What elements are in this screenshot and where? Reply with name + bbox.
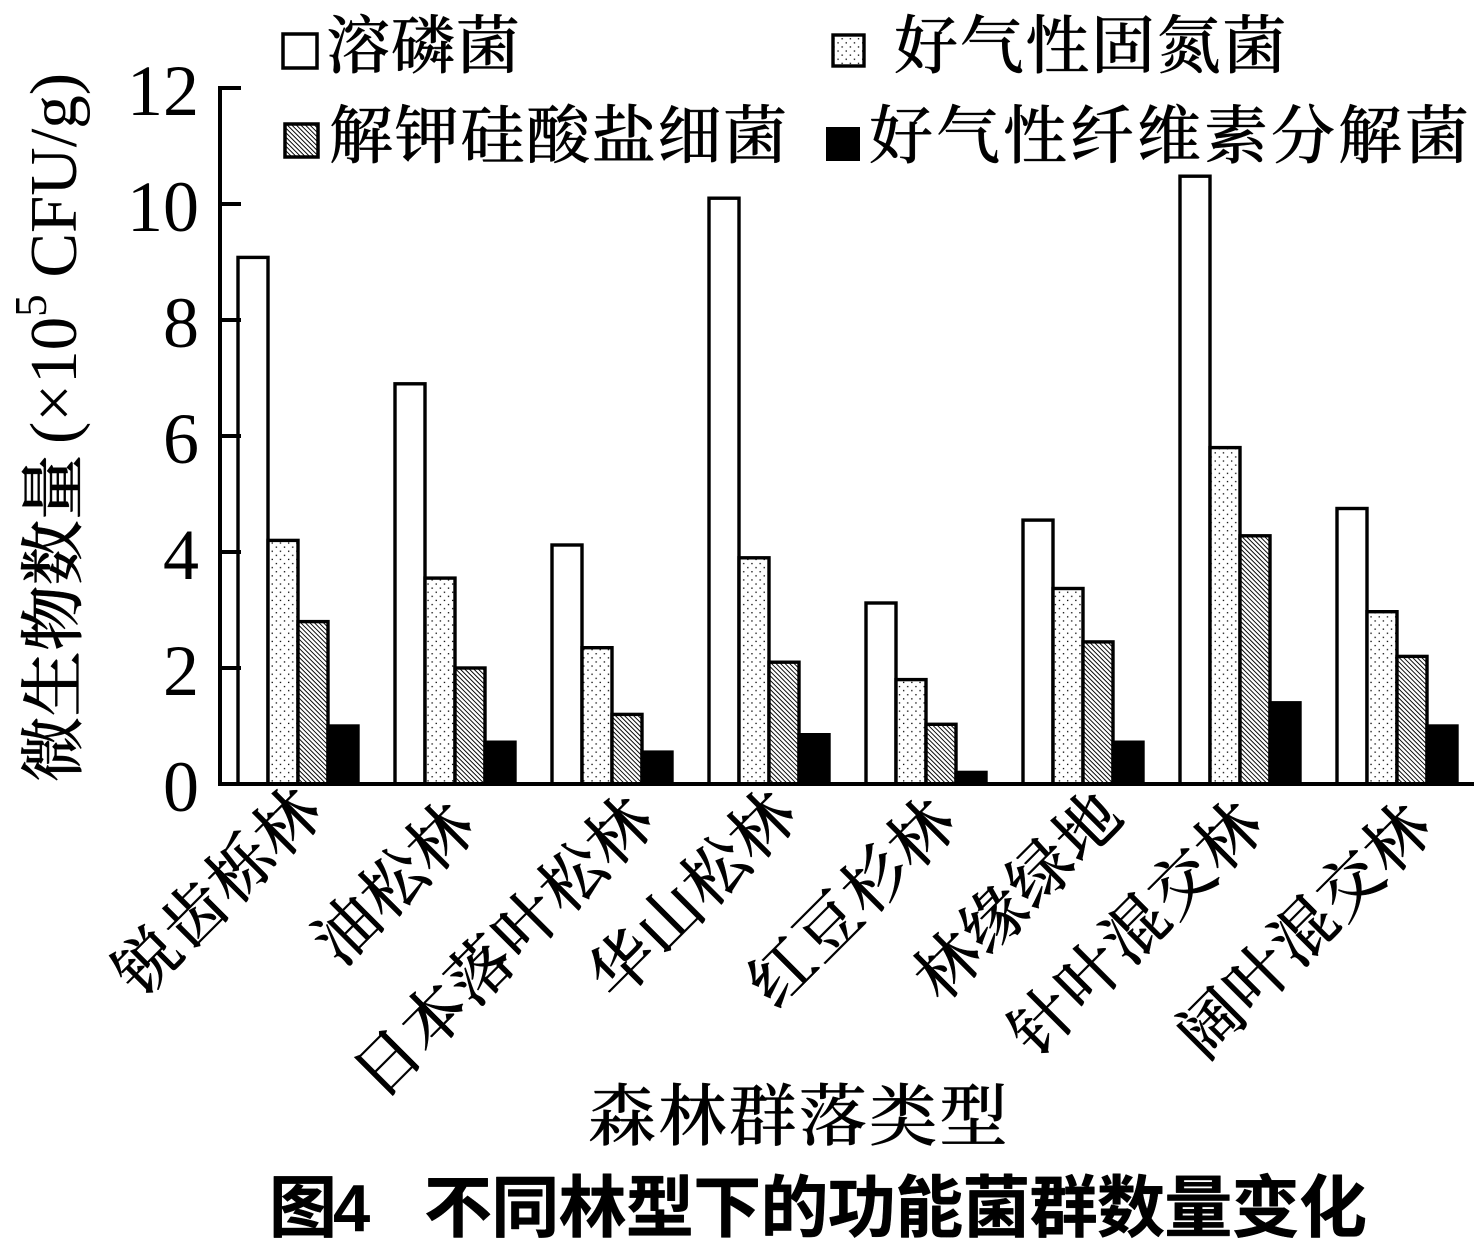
svg-text:2: 2 [163,631,199,711]
svg-text:10: 10 [127,167,199,247]
svg-text:6: 6 [163,399,199,479]
svg-text:12: 12 [127,51,199,131]
svg-text:4: 4 [163,515,199,595]
svg-text:4: 4 [333,1172,370,1247]
svg-text:0: 0 [163,747,199,827]
svg-text:8: 8 [163,283,199,363]
svg-text:(×105 CFU/g): (×105 CFU/g) [6,73,91,444]
